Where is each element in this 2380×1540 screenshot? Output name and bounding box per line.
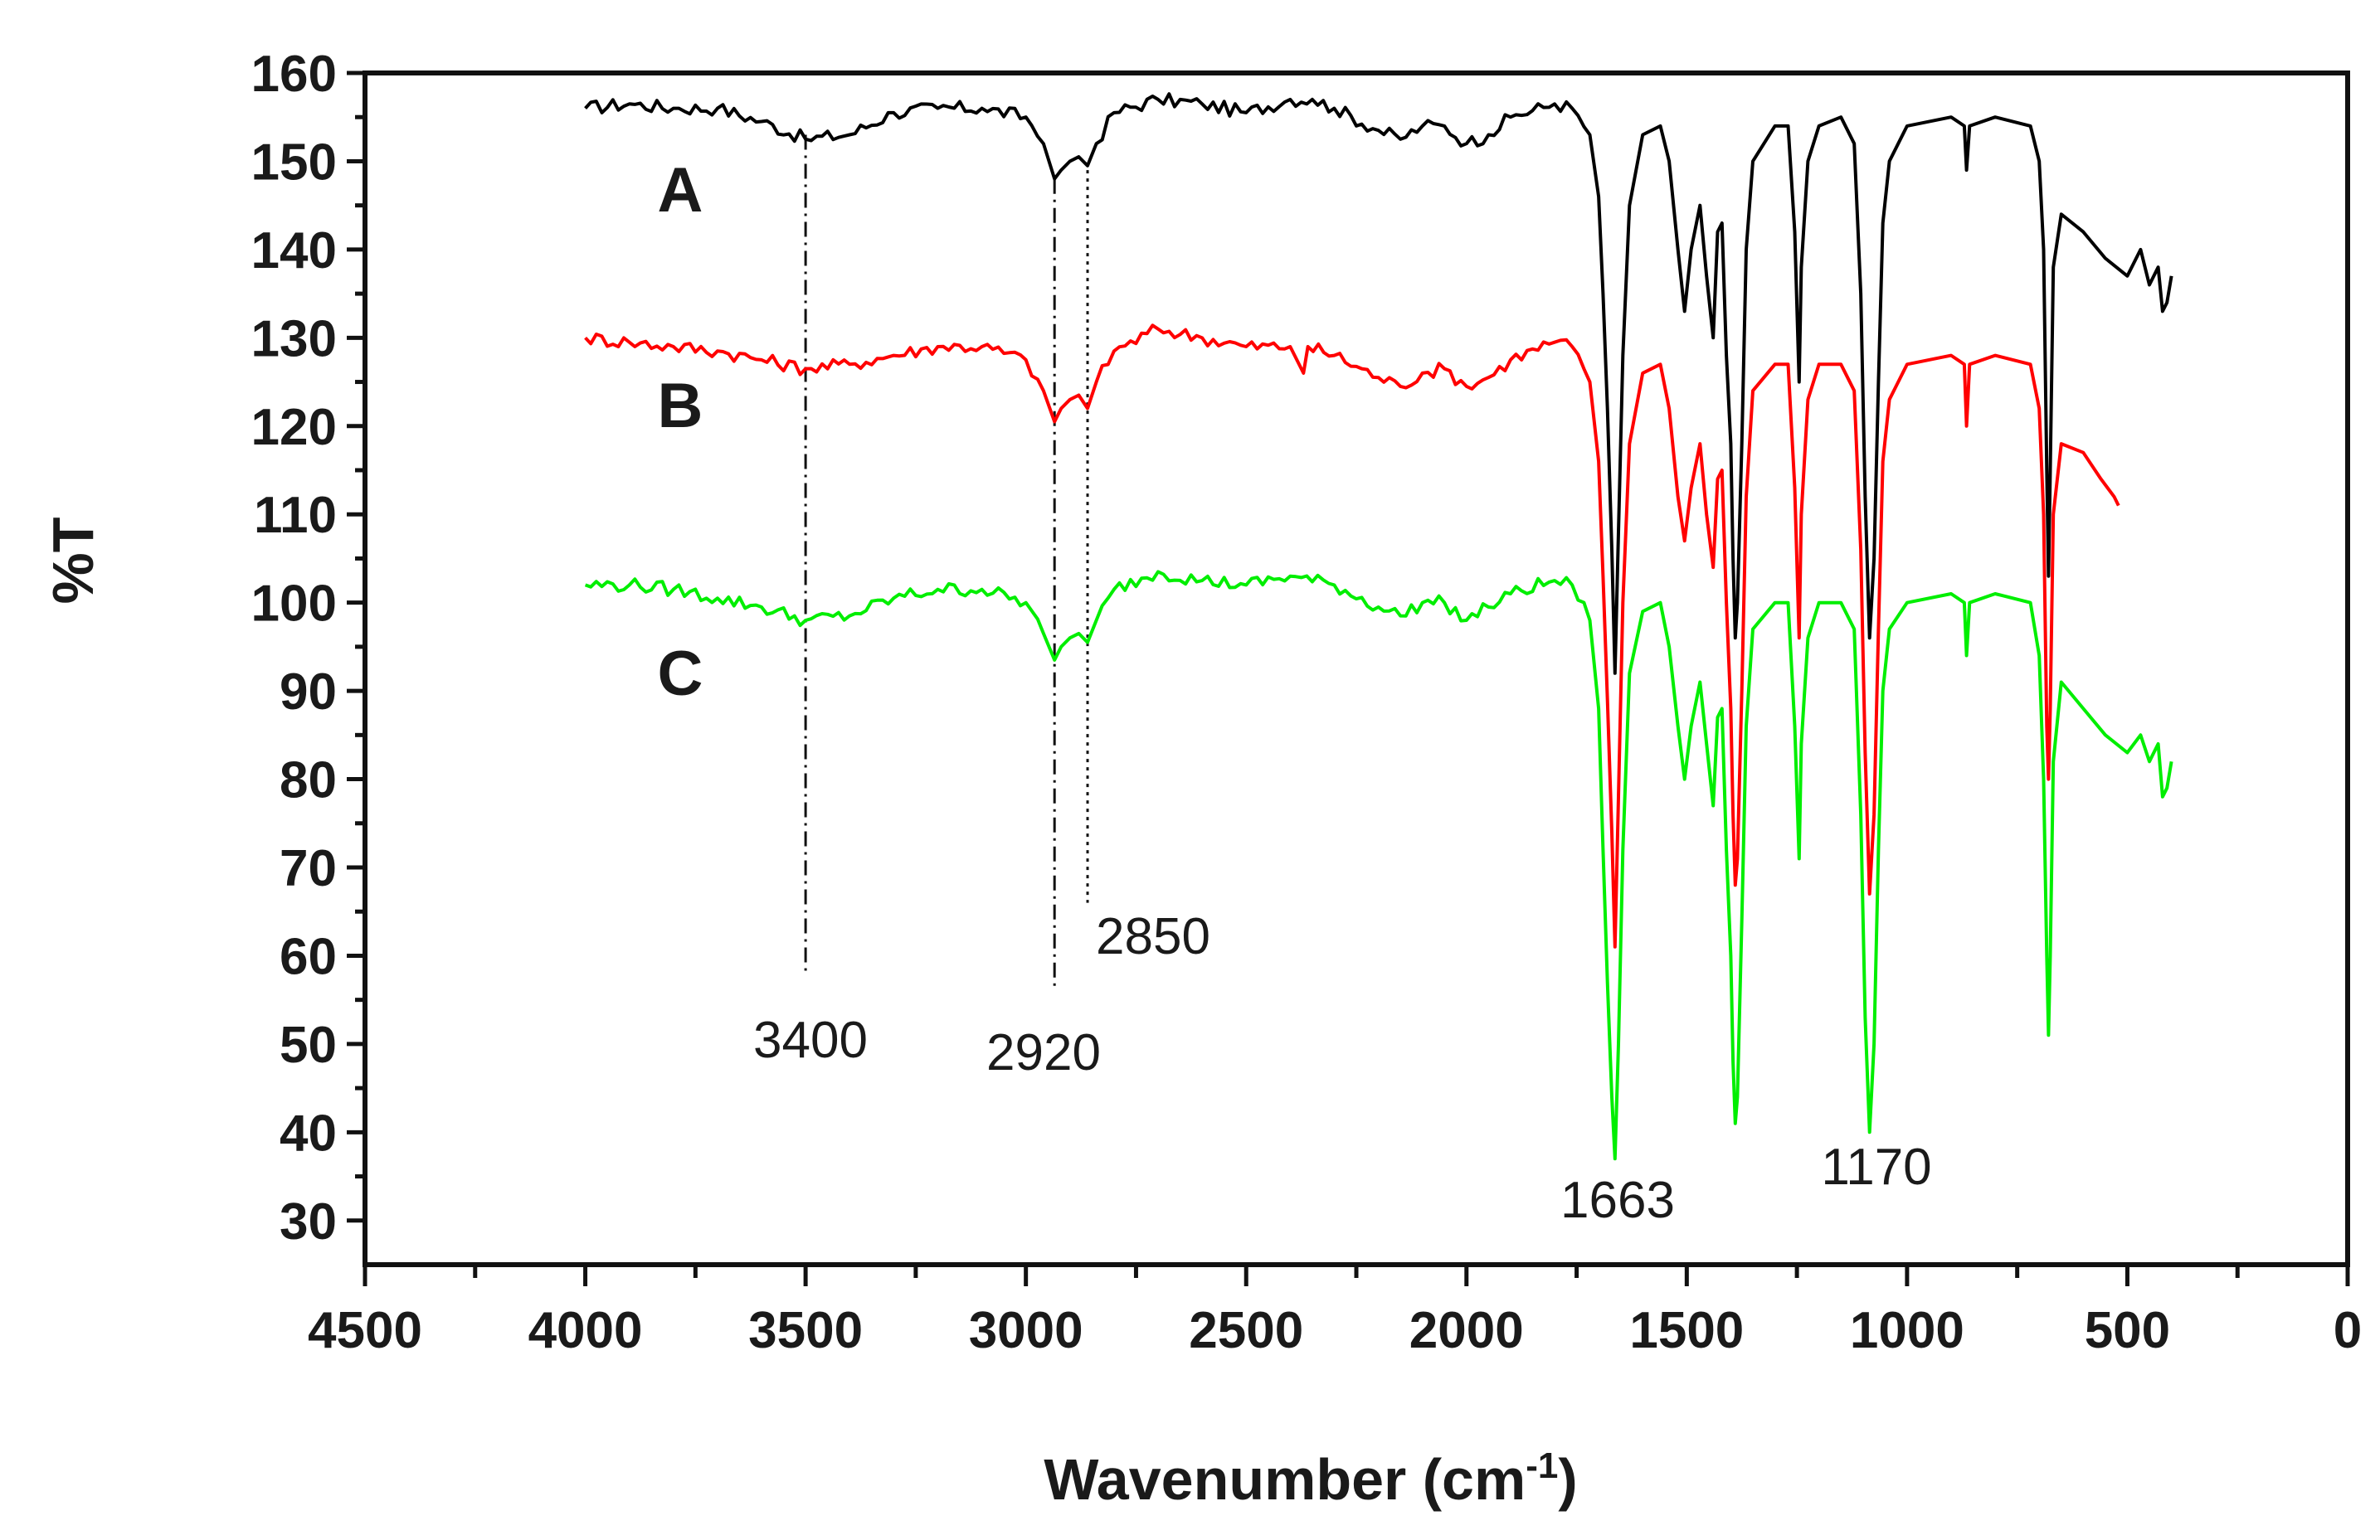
y-tick-label-50: 50	[280, 1017, 337, 1074]
x-tick-label-4000: 4000	[528, 1302, 643, 1359]
series-line-a	[584, 92, 2173, 675]
y-tick-label-90: 90	[280, 663, 337, 721]
guide-lines	[804, 134, 1089, 992]
y-tick-label-30: 30	[280, 1193, 337, 1251]
series-label-a: A	[658, 155, 703, 226]
series-line-b	[584, 323, 2120, 949]
x-tick-label-3500: 3500	[748, 1302, 863, 1359]
axis-ticks: 4500 4000 3500 3000 2500 2000 1500 1000 500 0 30 40…	[251, 46, 2363, 1359]
y-axis-title: %T	[41, 517, 105, 605]
y-tick-label-160: 160	[251, 46, 337, 103]
series-label-c: C	[658, 639, 703, 709]
series-label-b: B	[658, 371, 703, 441]
series-group	[584, 92, 2173, 1161]
y-tick-label-100: 100	[251, 576, 337, 633]
y-tick-label-40: 40	[280, 1105, 337, 1162]
series-line-c	[584, 570, 2173, 1161]
y-tick-label-140: 140	[251, 222, 337, 279]
x-tick-label-1000: 1000	[1850, 1302, 1964, 1359]
annotation-label-1170: 1170	[1821, 1139, 1931, 1196]
x-tick-label-2500: 2500	[1189, 1302, 1303, 1359]
annotation-label-2920: 2920	[986, 1024, 1101, 1081]
x-axis-title-close: )	[1558, 1447, 1577, 1512]
y-tick-label-150: 150	[251, 134, 337, 191]
x-tick-label-3000: 3000	[969, 1302, 1083, 1359]
y-tick-label-110: 110	[254, 487, 337, 544]
x-axis-title-superscript: -1	[1526, 1445, 1558, 1486]
x-tick-label-1500: 1500	[1629, 1302, 1744, 1359]
x-tick-label-4500: 4500	[308, 1302, 422, 1359]
x-axis-title-main: Wavenumber (cm	[1044, 1447, 1526, 1512]
x-tick-label-0: 0	[2334, 1302, 2362, 1359]
annotation-label-3400: 3400	[753, 1012, 868, 1069]
annotation-label-1663: 1663	[1560, 1172, 1675, 1229]
y-tick-label-120: 120	[251, 399, 337, 456]
x-axis-title: Wavenumber (cm-1)	[1044, 1445, 1577, 1512]
y-tick-label-70: 70	[280, 840, 337, 897]
x-tick-label-500: 500	[2085, 1302, 2170, 1359]
y-tick-label-130: 130	[251, 310, 337, 367]
annotation-label-2850: 2850	[1096, 908, 1210, 965]
y-tick-label-60: 60	[280, 928, 337, 985]
x-tick-label-2000: 2000	[1409, 1302, 1524, 1359]
y-tick-label-80: 80	[280, 752, 337, 809]
